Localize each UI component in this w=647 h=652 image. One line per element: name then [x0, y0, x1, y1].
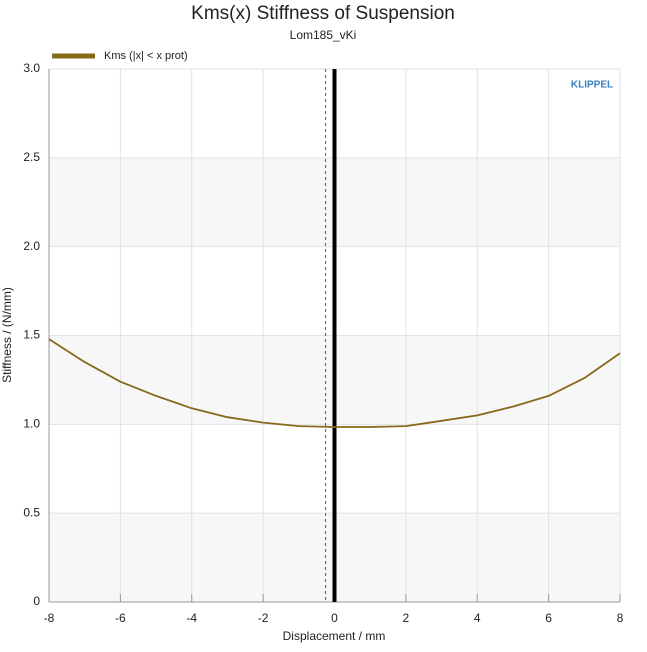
x-tick-label: 2 [403, 611, 410, 625]
x-tick-label: -6 [115, 611, 126, 625]
logo: KLIPPEL [571, 80, 613, 91]
legend-label: Kms (|x| < x prot) [104, 50, 188, 62]
series-line [48, 338, 621, 428]
x-tick-label: -4 [186, 611, 197, 625]
y-tick-label: 0.5 [23, 505, 40, 519]
y-tick-label: 2.5 [23, 150, 40, 164]
x-tick-label: 4 [474, 611, 481, 625]
y-axis-label: Stiffness / (N/mm) [0, 287, 14, 383]
chart-subtitle: Lom185_vKi [290, 28, 357, 42]
x-tick-label: -8 [44, 611, 55, 625]
x-tick-label: -2 [258, 611, 269, 625]
y-tick-label: 1.5 [23, 328, 40, 342]
x-tick-label: 0 [331, 611, 338, 625]
y-tick-label: 2.0 [23, 239, 40, 253]
chart-title: Kms(x) Stiffness of Suspension [191, 3, 455, 24]
y-tick-label: 1.0 [23, 417, 40, 431]
y-tick-label: 0 [33, 594, 40, 608]
x-tick-label: 8 [617, 611, 624, 625]
x-tick-label: 6 [545, 611, 552, 625]
y-tick-label: 3.0 [23, 61, 40, 75]
x-axis-label: Displacement / mm [283, 629, 386, 643]
